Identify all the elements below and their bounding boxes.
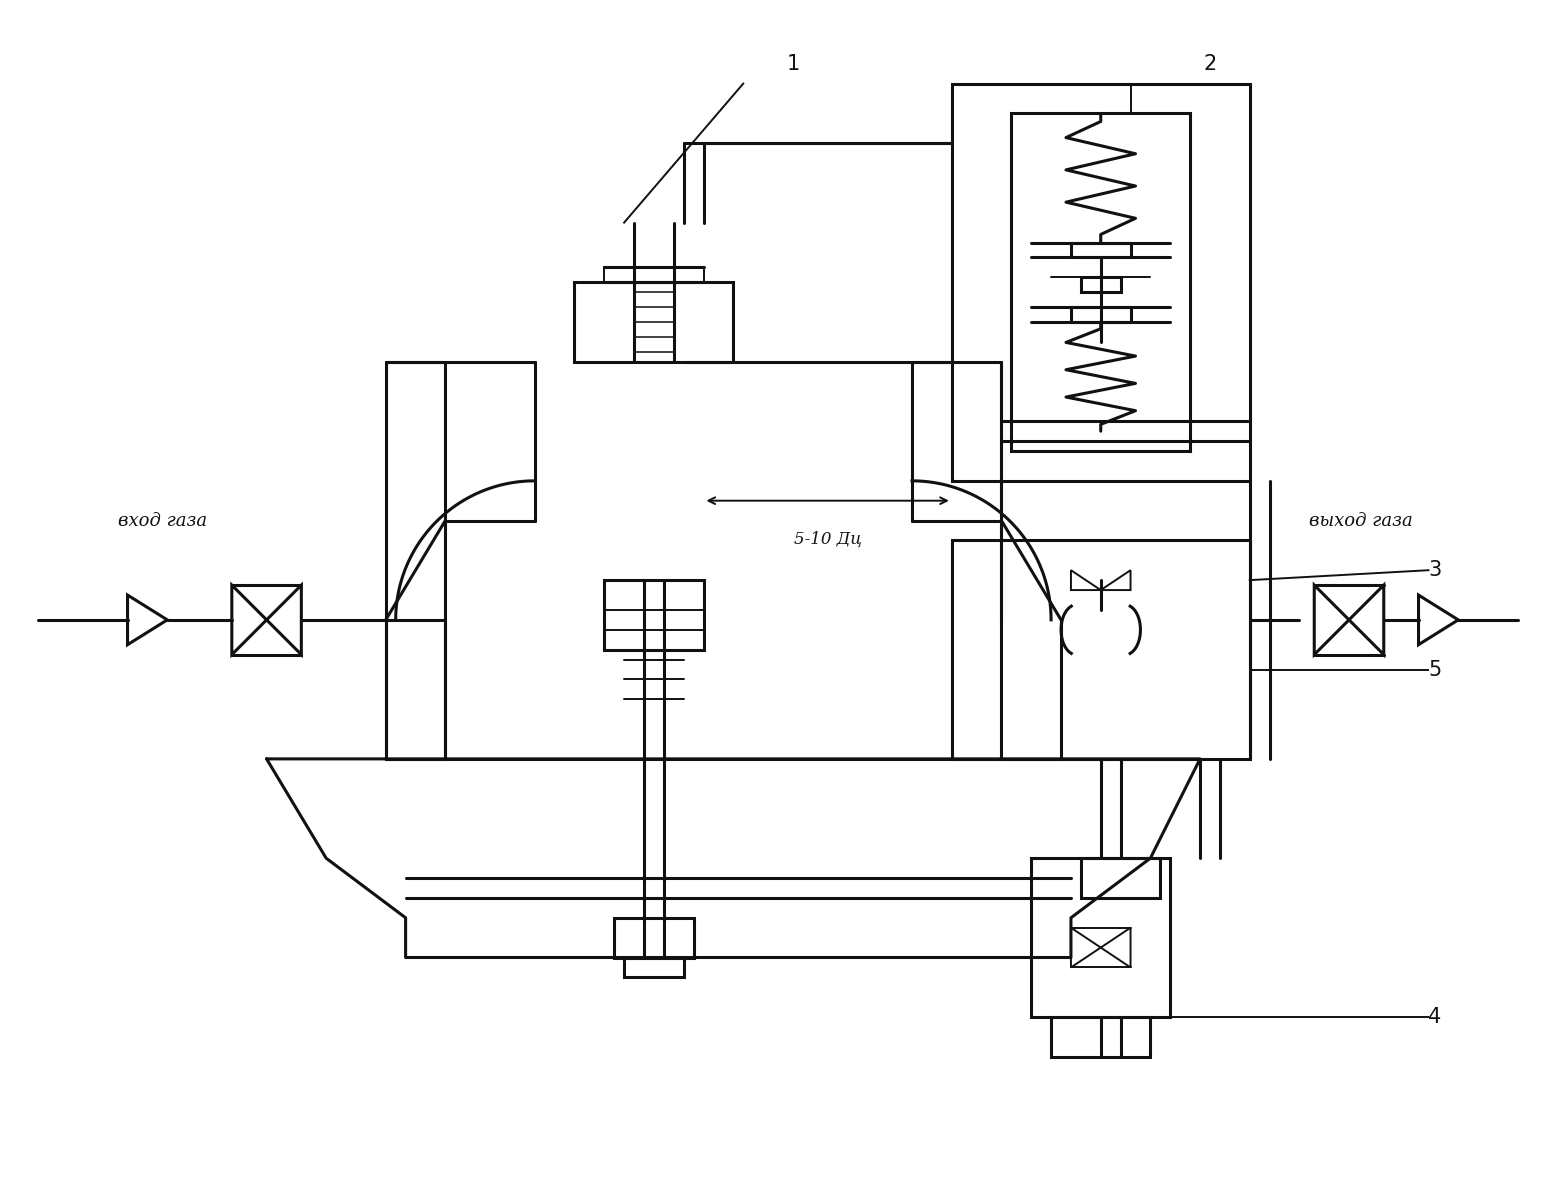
Text: 5: 5: [1428, 660, 1442, 679]
Bar: [1081, 277, 1120, 292]
Bar: [952, 540, 1249, 758]
Bar: [1011, 114, 1190, 451]
Bar: [1081, 858, 1161, 898]
Text: 4: 4: [1428, 1007, 1442, 1027]
Text: выход газа: выход газа: [1309, 512, 1413, 530]
Text: 1: 1: [786, 54, 800, 73]
Bar: [624, 958, 683, 977]
Text: 2: 2: [1203, 54, 1217, 73]
Bar: [1032, 858, 1170, 1018]
Text: 3: 3: [1428, 560, 1442, 581]
Bar: [604, 580, 703, 649]
Bar: [604, 268, 703, 282]
Bar: [574, 282, 733, 361]
Bar: [1071, 242, 1131, 257]
Bar: [1071, 307, 1131, 322]
Bar: [615, 918, 694, 958]
Text: 5-10 Дц: 5-10 Дц: [794, 530, 862, 547]
Bar: [1052, 1018, 1150, 1057]
Bar: [952, 84, 1249, 481]
Text: вход газа: вход газа: [118, 512, 207, 530]
